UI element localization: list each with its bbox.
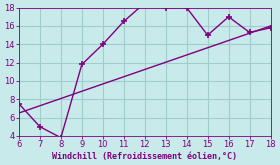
X-axis label: Windchill (Refroidissement éolien,°C): Windchill (Refroidissement éolien,°C) <box>52 152 237 161</box>
